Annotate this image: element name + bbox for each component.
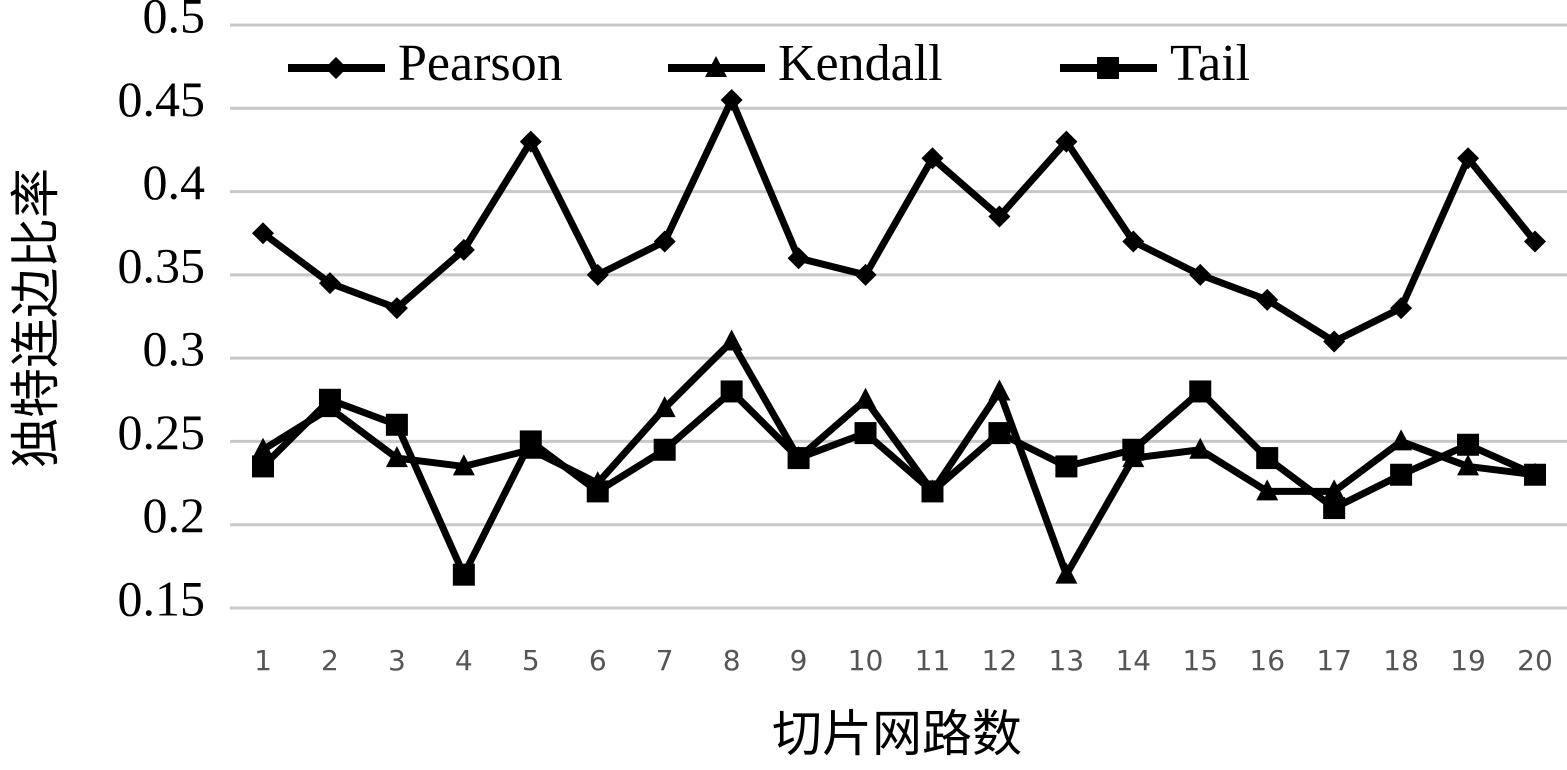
point-marker <box>988 379 1011 401</box>
x-tick-label: 7 <box>656 644 674 677</box>
point-marker <box>385 413 408 436</box>
y-tick-label: 0.5 <box>143 0 206 43</box>
point-marker <box>1256 479 1279 501</box>
series-line <box>260 96 1538 345</box>
y-tick-label: 0.2 <box>143 487 206 543</box>
point-marker <box>988 205 1011 228</box>
point-marker <box>252 437 274 459</box>
point-marker <box>1122 438 1145 461</box>
point-marker <box>1457 433 1480 456</box>
point-marker <box>1390 297 1413 320</box>
y-tick-label: 0.3 <box>143 321 206 377</box>
point-marker <box>854 422 877 445</box>
point-marker <box>1189 437 1212 459</box>
point-marker <box>452 563 475 586</box>
x-tick-label: 13 <box>1049 644 1085 677</box>
y-tick-label: 0.4 <box>143 154 206 210</box>
point-marker <box>988 422 1011 445</box>
legend-label: Tail <box>1170 35 1250 92</box>
point-marker <box>1122 230 1145 253</box>
point-marker <box>720 329 743 351</box>
point-marker <box>653 438 676 461</box>
y-tick-label: 0.35 <box>118 237 206 293</box>
legend-label: Pearson <box>398 35 563 92</box>
point-marker <box>720 88 743 111</box>
x-tick-label: 15 <box>1182 644 1218 677</box>
point-marker <box>1390 463 1413 486</box>
y-tick-label: 0.15 <box>118 570 206 626</box>
point-marker <box>452 454 475 476</box>
x-tick-label: 8 <box>723 644 741 677</box>
x-tick-label: 4 <box>455 644 473 677</box>
point-marker <box>1256 288 1279 311</box>
x-tick-label: 17 <box>1316 644 1352 677</box>
point-marker <box>1189 380 1212 403</box>
x-tick-label: 5 <box>522 644 540 677</box>
point-marker <box>318 272 341 295</box>
y-tick-label: 0.45 <box>118 71 206 127</box>
point-marker <box>653 396 676 418</box>
x-tick-label: 12 <box>982 644 1018 677</box>
point-marker <box>1055 130 1078 153</box>
y-axis-title: 独特连边比率 <box>7 168 65 468</box>
point-marker <box>586 263 609 286</box>
point-marker <box>586 480 609 503</box>
point-marker <box>1390 429 1413 451</box>
x-tick-label: 19 <box>1450 644 1486 677</box>
x-tick-label: 18 <box>1383 644 1419 677</box>
point-marker <box>519 430 542 453</box>
point-marker <box>705 56 727 77</box>
x-tick-label: 10 <box>848 644 884 677</box>
point-marker <box>325 57 347 79</box>
x-tick-label: 9 <box>790 644 808 677</box>
point-marker <box>385 297 408 320</box>
point-marker <box>1055 455 1078 478</box>
point-marker <box>385 446 408 468</box>
x-tick-label: 2 <box>321 644 339 677</box>
point-marker <box>1323 330 1346 353</box>
series-line <box>261 337 1536 579</box>
point-marker <box>1256 447 1279 470</box>
legend-label: Kendall <box>778 35 943 92</box>
point-marker <box>787 447 810 470</box>
x-tick-label: 3 <box>388 644 406 677</box>
point-marker <box>1323 497 1346 520</box>
point-marker <box>854 387 877 409</box>
point-marker <box>1189 263 1212 286</box>
point-marker <box>921 480 944 503</box>
x-tick-label: 20 <box>1517 644 1553 677</box>
point-marker <box>653 230 676 253</box>
point-marker <box>854 263 877 286</box>
point-marker <box>1457 454 1480 476</box>
x-tick-label: 1 <box>254 644 272 677</box>
point-marker <box>1524 463 1546 486</box>
point-marker <box>519 130 542 153</box>
point-marker <box>1524 230 1546 253</box>
point-marker <box>252 222 274 245</box>
point-marker <box>787 247 810 270</box>
point-marker <box>452 238 475 261</box>
point-marker <box>1097 57 1119 79</box>
x-tick-label: 11 <box>915 644 951 677</box>
point-marker <box>318 388 341 411</box>
point-marker <box>252 455 274 478</box>
point-marker <box>921 147 944 170</box>
x-tick-label: 14 <box>1115 644 1151 677</box>
point-marker <box>1323 479 1346 501</box>
x-axis-title: 切片网路数 <box>772 705 1022 763</box>
point-marker <box>1055 562 1078 584</box>
y-tick-label: 0.25 <box>118 404 206 460</box>
point-marker <box>720 380 743 403</box>
x-tick-label: 16 <box>1249 644 1285 677</box>
point-marker <box>1457 147 1480 170</box>
x-tick-label: 6 <box>589 644 607 677</box>
series-line <box>260 387 1537 579</box>
